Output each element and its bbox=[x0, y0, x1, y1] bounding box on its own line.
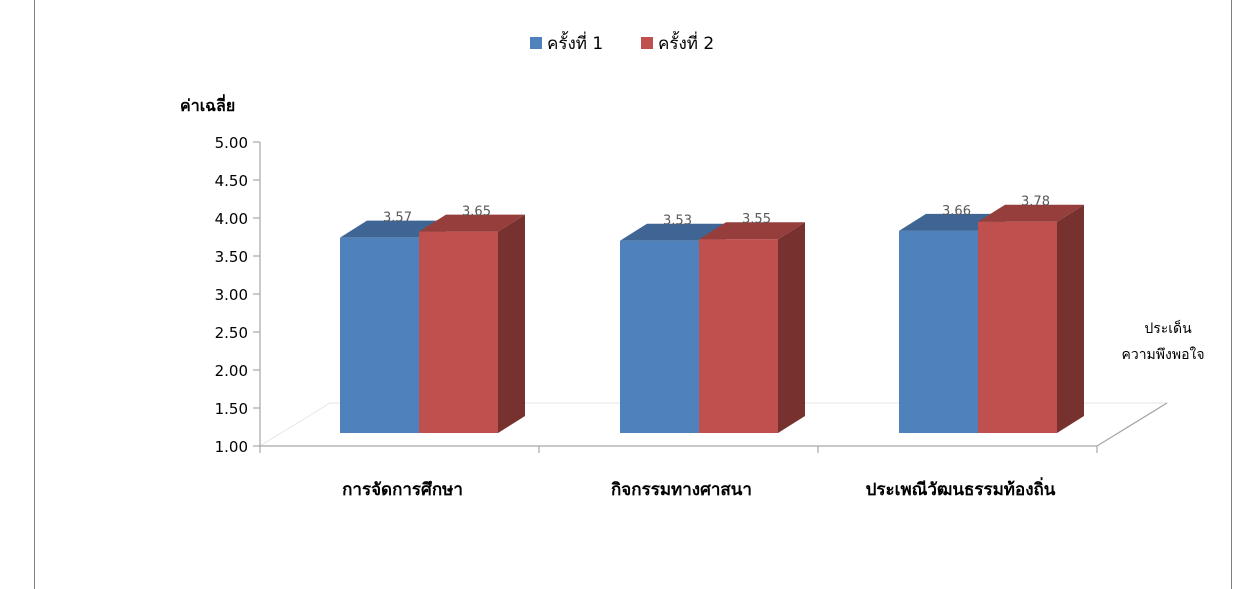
data-label: 3.78 bbox=[1021, 195, 1050, 210]
data-labels: 3.57 3.65 3.53 3.55 3.66 3.78 bbox=[383, 195, 1050, 229]
bar-side-face bbox=[1057, 204, 1084, 433]
y-tick-label: 4.00 bbox=[215, 210, 248, 228]
x-axis-title-line-1: ประเด็น bbox=[1144, 319, 1192, 337]
y-tick-label: 3.00 bbox=[215, 286, 248, 304]
bar-top-face bbox=[978, 204, 1084, 222]
data-label: 3.66 bbox=[942, 204, 971, 219]
bar-side-face bbox=[498, 214, 525, 433]
floor-edge bbox=[1096, 402, 1168, 447]
y-tick-label: 2.50 bbox=[215, 324, 248, 342]
bar-2-3 bbox=[978, 204, 1084, 433]
bar-front-face bbox=[620, 240, 699, 433]
bar-top-face bbox=[699, 222, 805, 240]
bar-side-face bbox=[778, 222, 805, 433]
data-label: 3.55 bbox=[742, 212, 771, 227]
bar-front-face bbox=[419, 231, 498, 433]
bar-front-face bbox=[899, 230, 978, 433]
x-tick-label: ประเพณีวัฒนธรรมท้องถิ่น bbox=[866, 477, 1056, 500]
data-label: 3.57 bbox=[383, 211, 412, 226]
y-tick-label: 1.00 bbox=[215, 438, 248, 456]
bars bbox=[340, 204, 1084, 433]
y-tick-label: 3.50 bbox=[215, 248, 248, 266]
x-tick-label: กิจกรรมทางศาสนา bbox=[611, 480, 752, 500]
y-tick-label: 4.50 bbox=[215, 172, 248, 190]
chart-frame bbox=[34, 0, 1232, 589]
legend-label-series-1: ครั้งที่ 1 bbox=[547, 31, 603, 54]
y-axis-ticks: 1.00 1.50 2.00 2.50 3.00 3.50 4.00 4.50 5.00 bbox=[215, 134, 260, 456]
legend-label-series-2: ครั้งที่ 2 bbox=[658, 31, 714, 54]
y-tick-label: 5.00 bbox=[215, 134, 248, 152]
y-tick-label: 2.00 bbox=[215, 362, 248, 380]
bar-2-2 bbox=[699, 222, 805, 433]
bar-front-face bbox=[340, 237, 419, 433]
bar-front-face bbox=[699, 239, 778, 433]
data-label: 3.53 bbox=[663, 214, 692, 229]
x-tick-label: การจัดการศึกษา bbox=[342, 480, 463, 500]
data-label: 3.65 bbox=[462, 205, 491, 220]
legend: ครั้งที่ 1 ครั้งที่ 2 bbox=[530, 31, 714, 54]
y-tick-label: 1.50 bbox=[215, 400, 248, 418]
legend-swatch-series-2 bbox=[641, 37, 653, 49]
legend-swatch-series-1 bbox=[530, 37, 542, 49]
bar-2-1 bbox=[419, 214, 525, 433]
x-axis-ticks: การจัดการศึกษา กิจกรรมทางศาสนา ประเพณีวัฒน… bbox=[259, 446, 1098, 500]
y-axis-title: ค่าเฉลี่ย bbox=[180, 94, 235, 115]
bar-top-face bbox=[620, 223, 726, 241]
bar-front-face bbox=[978, 221, 1057, 433]
x-axis-title-line-2: ความพึงพอใจ bbox=[1121, 346, 1204, 363]
bar-top-face bbox=[419, 214, 525, 232]
